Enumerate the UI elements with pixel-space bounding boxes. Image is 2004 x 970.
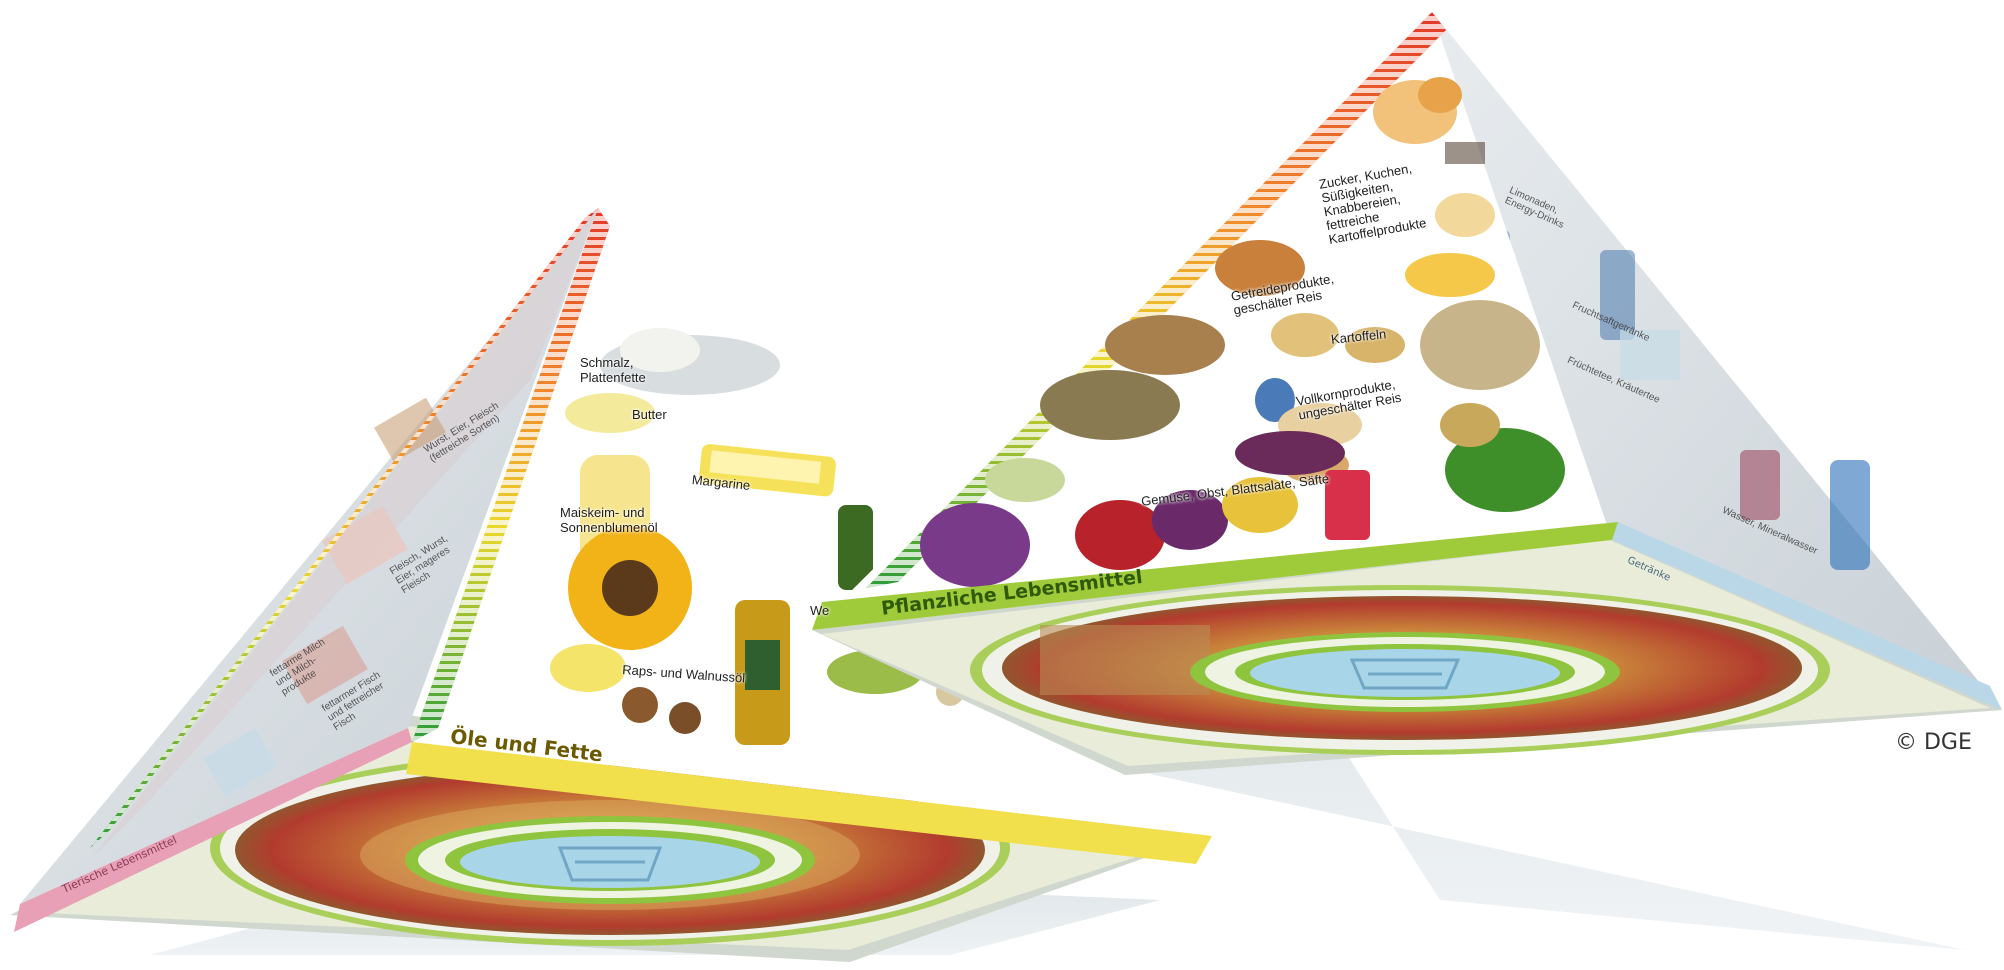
- wholegrain-image: [1040, 370, 1180, 440]
- oils-band: [406, 742, 1212, 864]
- rapeseed-oil-bowl: [550, 644, 626, 692]
- lard-label: Schmalz, Plattenfette: [580, 355, 646, 385]
- salad-image: [1445, 428, 1565, 512]
- butter-image: [565, 393, 655, 433]
- corn-sunflower-label: Maiskeim- und Sonnenblumenöl: [560, 505, 658, 535]
- pasta-image: [1405, 253, 1495, 297]
- fruit-image: [1075, 500, 1165, 570]
- beans-image: [1235, 431, 1345, 475]
- animal-band: [14, 728, 412, 932]
- copyright-notice: © DGE: [1895, 730, 1972, 755]
- cabbage-image: [920, 503, 1030, 587]
- drinking-glass-icon: [557, 846, 663, 882]
- drinks-band: [1612, 522, 2002, 710]
- left-face-animal: [20, 208, 598, 904]
- butter-label: Butter: [632, 407, 667, 422]
- olive-label-partial: We: [810, 603, 830, 618]
- right-pyramid: [812, 12, 2002, 775]
- walnut-image: [622, 687, 658, 723]
- juice-glass: [1325, 470, 1370, 540]
- drinking-glass-icon-right: [1349, 658, 1461, 690]
- bread-image: [1105, 315, 1225, 375]
- plant-band: [812, 522, 1618, 630]
- potatoes-image: [1271, 313, 1339, 357]
- sweets-image: [1215, 240, 1305, 296]
